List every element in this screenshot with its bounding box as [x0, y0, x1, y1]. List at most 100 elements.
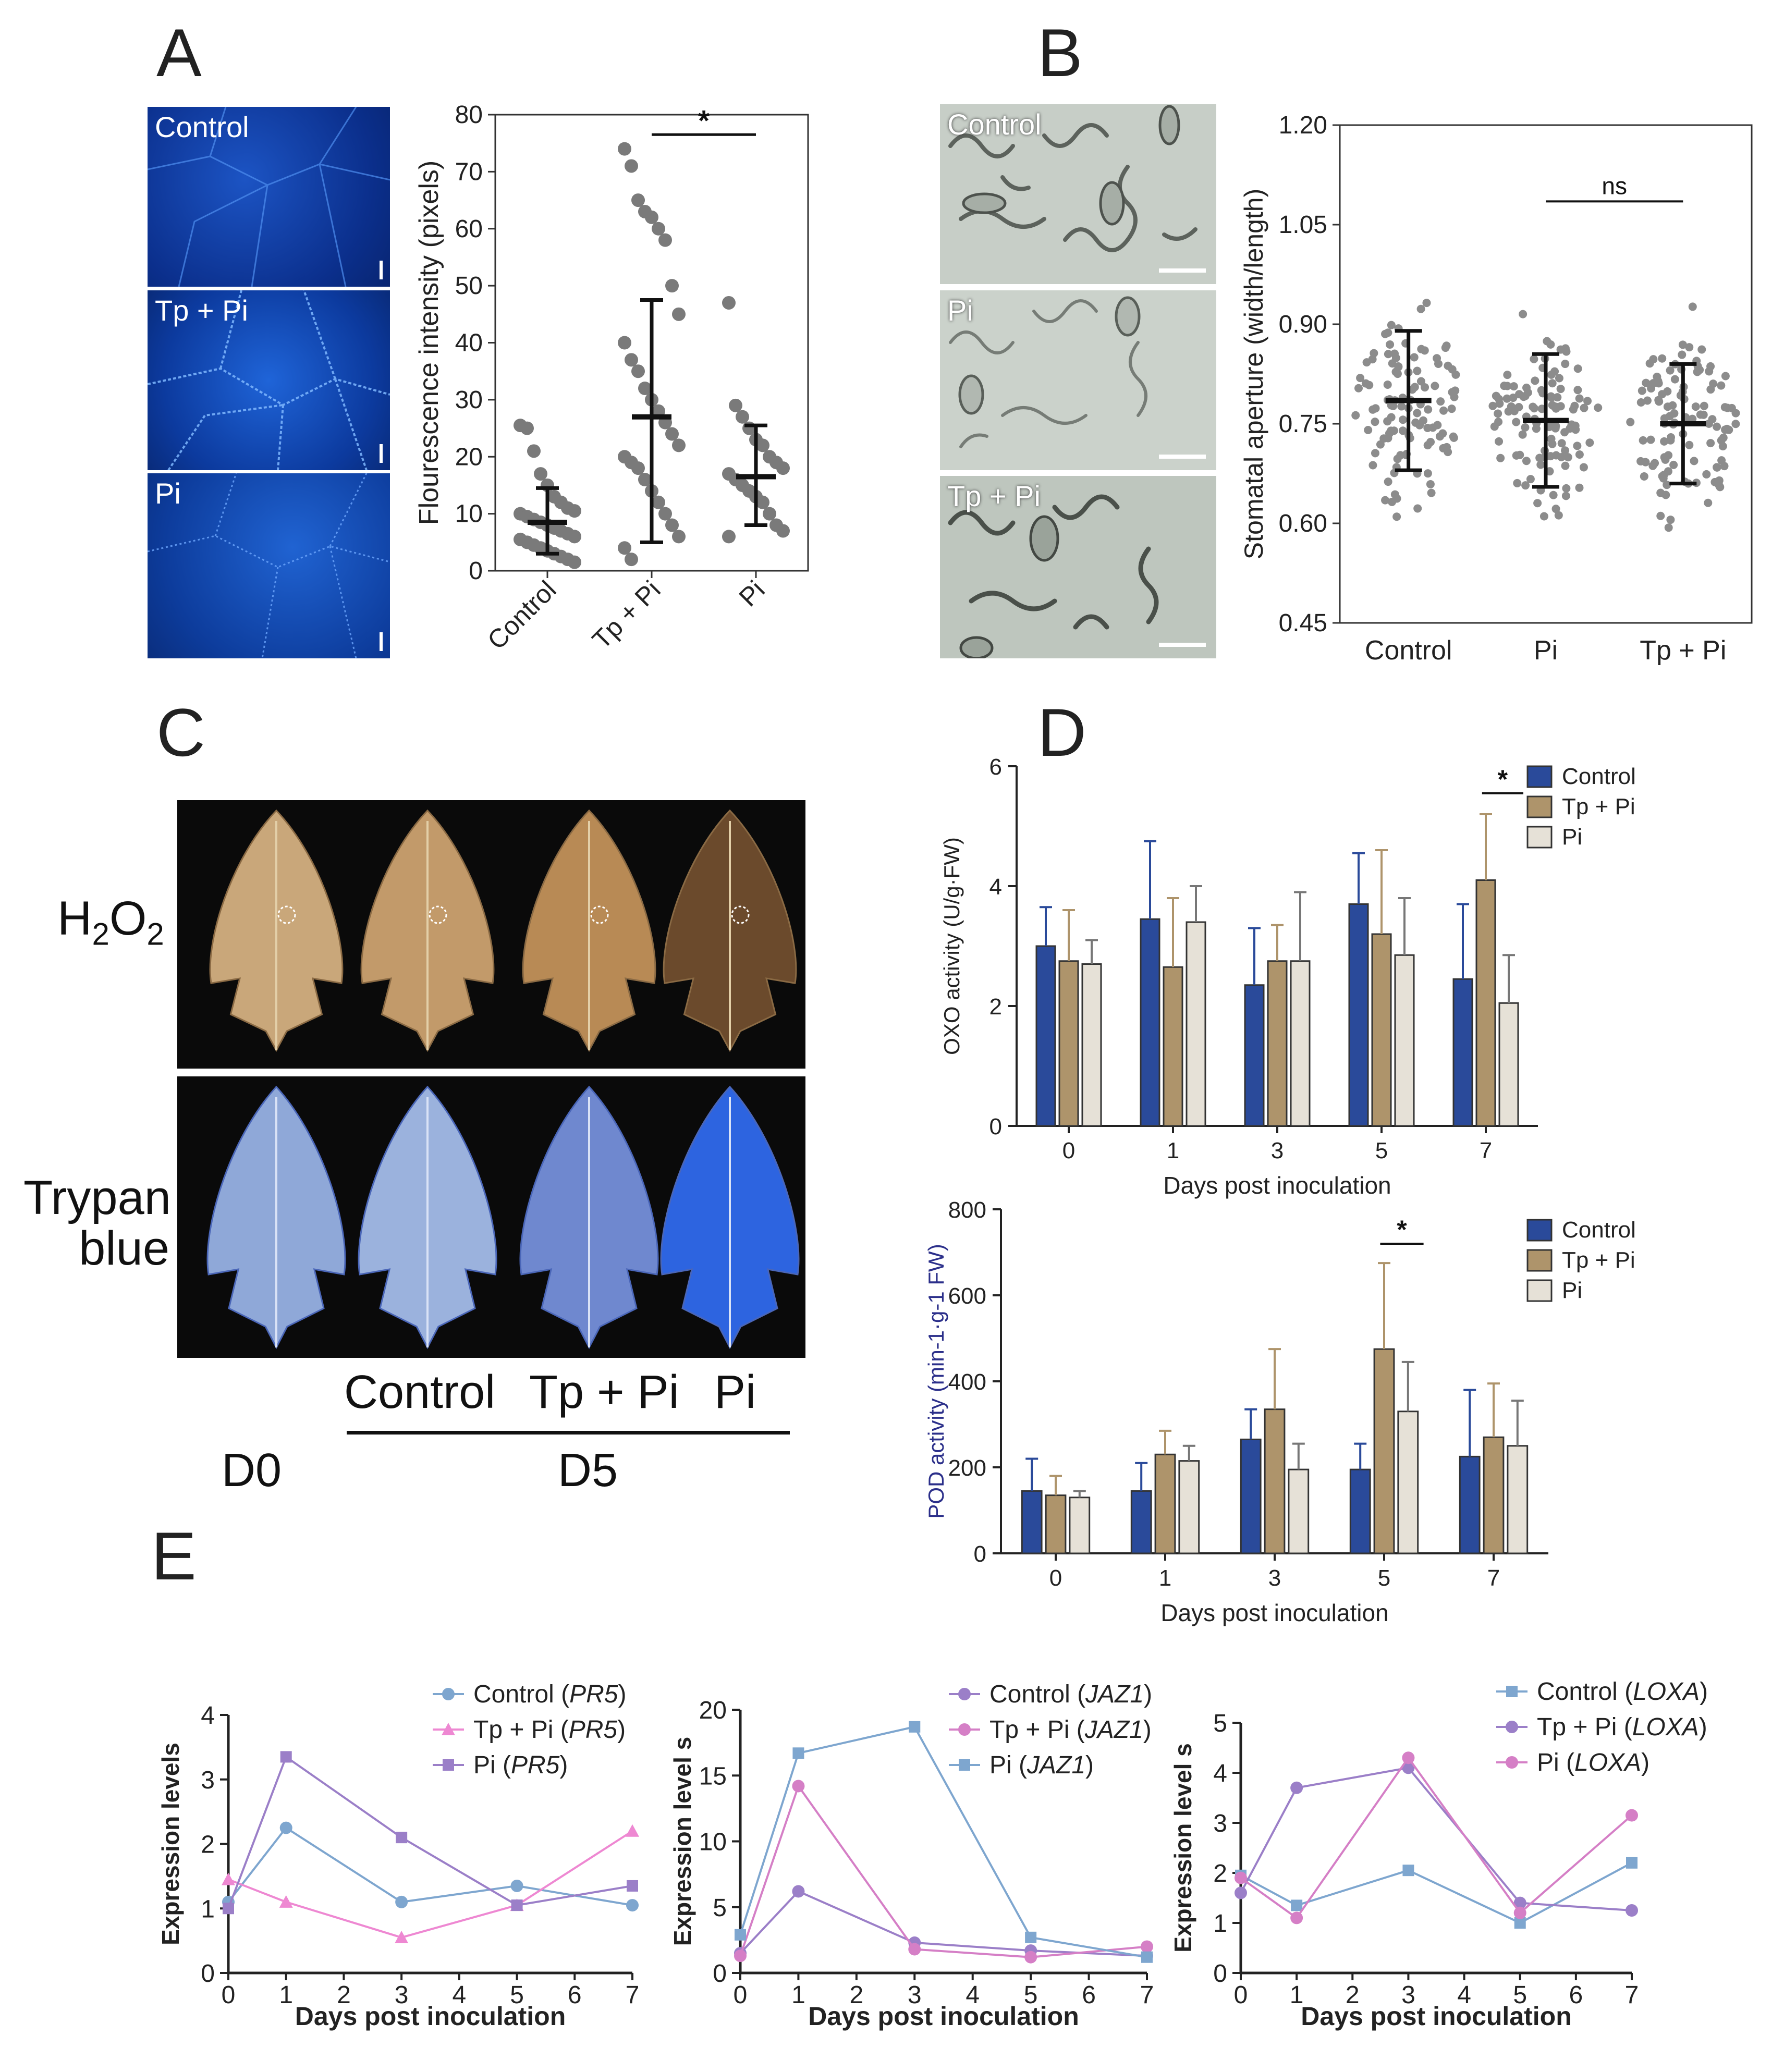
data-point [1362, 358, 1371, 367]
data-point [1700, 401, 1708, 410]
data-point [1519, 310, 1528, 318]
data-point [1720, 462, 1729, 471]
y-tick-label: 400 [948, 1369, 986, 1395]
stomata-control: Control [940, 104, 1216, 284]
data-point [1402, 1865, 1414, 1877]
data-point [1451, 386, 1460, 395]
data-point [665, 518, 679, 532]
data-point [1642, 378, 1651, 387]
x-tick-label: 6 [1569, 1981, 1583, 2009]
x-axis-label: Days post inoculation [1301, 2002, 1572, 2031]
x-tick-label: 1 [1159, 1565, 1171, 1591]
legend-swatch [1526, 826, 1553, 849]
data-point [1379, 434, 1388, 443]
data-point [1439, 406, 1448, 415]
bar [1475, 879, 1496, 1127]
trypan-row-label: Trypan blue [23, 1171, 171, 1275]
data-point [792, 1780, 805, 1793]
y-tick-label: 15 [699, 1762, 727, 1790]
x-tick-label: 7 [1480, 1138, 1492, 1163]
data-point [909, 1721, 921, 1733]
data-point [1715, 476, 1724, 485]
h2o2-leaves [209, 809, 797, 1052]
data-point [520, 421, 534, 435]
data-point [722, 296, 736, 310]
y-tick-label: 1.05 [1279, 211, 1327, 239]
data-point [1387, 413, 1396, 422]
micro-label: Control [947, 108, 1042, 141]
data-point [1575, 394, 1584, 403]
x-tick-label: 0 [1049, 1565, 1062, 1591]
data-point [1561, 360, 1570, 369]
data-point [1721, 372, 1730, 381]
data-point [1291, 1899, 1303, 1911]
y-tick-label: 2 [1213, 1860, 1227, 1887]
data-point [722, 530, 736, 544]
data-point [1570, 401, 1579, 410]
micrograph-pi: Pi [148, 473, 390, 658]
data-point [658, 233, 672, 247]
y-tick-label: 40 [455, 329, 483, 357]
data-point [1708, 415, 1717, 424]
data-point [223, 1903, 234, 1915]
bar [1264, 1408, 1286, 1554]
data-point [1386, 340, 1395, 349]
blue-word: blue [79, 1221, 169, 1275]
y-tick-label: 3 [1213, 1810, 1227, 1837]
data-point [625, 553, 638, 567]
x-tick-label: 1 [1167, 1138, 1179, 1163]
bar [1290, 960, 1311, 1127]
trypan-word: Trypan [23, 1171, 171, 1224]
data-point [395, 1930, 409, 1943]
data-point [908, 1943, 921, 1956]
y-tick-label: 20 [699, 1697, 727, 1724]
data-point [1354, 384, 1363, 393]
data-point [1368, 461, 1377, 470]
legend-label: Control [1562, 764, 1636, 789]
data-point [638, 473, 652, 486]
x-tick-label: Pi [734, 575, 771, 612]
data-point [1513, 1896, 1526, 1909]
data-point [1713, 463, 1721, 472]
x-tick-label: 7 [1487, 1565, 1500, 1591]
data-point [1655, 397, 1664, 406]
data-point [1548, 379, 1557, 388]
y-tick-label: 10 [455, 500, 483, 528]
y-tick-label: 1.20 [1279, 112, 1327, 139]
data-point [1663, 402, 1672, 411]
y-tick-label: 10 [699, 1829, 727, 1856]
series-line [739, 1784, 1147, 1958]
data-point [1444, 448, 1452, 457]
data-point [1422, 299, 1431, 308]
micrograph-control: Control [148, 107, 390, 287]
data-point [1563, 453, 1572, 462]
data-point [1413, 366, 1422, 375]
data-point [1556, 385, 1565, 394]
data-point [527, 444, 541, 458]
data-point [1494, 409, 1502, 418]
vein-pattern [148, 473, 390, 658]
data-point [626, 1824, 639, 1837]
data-point [1645, 359, 1654, 368]
data-point [510, 1879, 523, 1892]
scale-bar [1159, 455, 1206, 459]
data-point [568, 530, 581, 544]
data-point [672, 438, 686, 452]
bar [1240, 1438, 1262, 1554]
x-tick-label: 3 [908, 1981, 922, 2009]
data-point [222, 1872, 235, 1885]
scale-bar [1159, 268, 1206, 273]
legend-swatch [1526, 1249, 1553, 1272]
x-tick-label: 5 [510, 1981, 524, 2009]
data-point [1585, 438, 1594, 447]
data-point [1706, 385, 1715, 394]
bar [1483, 1436, 1505, 1554]
data-point [756, 495, 769, 509]
data-point [1638, 386, 1646, 395]
bar [1058, 960, 1079, 1127]
y-tick-label: 0.90 [1279, 311, 1327, 338]
data-point [1575, 450, 1584, 459]
data-point [1356, 374, 1365, 383]
data-point [631, 193, 645, 207]
data-point [1521, 391, 1530, 400]
